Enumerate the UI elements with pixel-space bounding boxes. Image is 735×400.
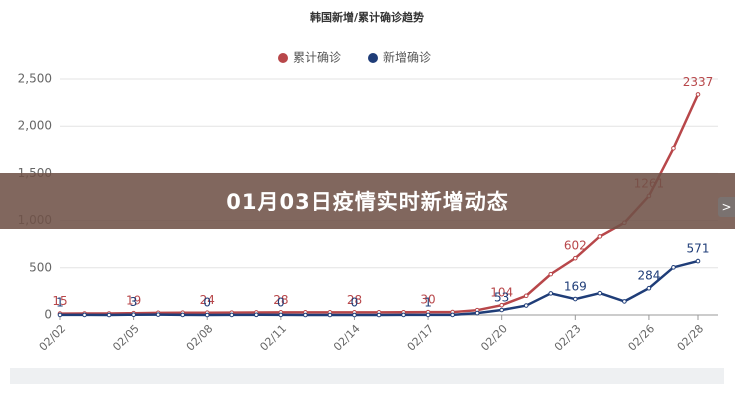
- data-point: [303, 312, 308, 318]
- next-arrow[interactable]: >: [718, 197, 735, 217]
- data-point: [573, 296, 578, 302]
- data-point: [597, 234, 603, 239]
- data-point: [352, 312, 357, 318]
- data-point: [695, 92, 701, 97]
- data-label: 169: [564, 280, 587, 294]
- legend-label: 新增确诊: [383, 50, 431, 65]
- y-tick-label: 0: [44, 308, 52, 322]
- data-label: 24: [200, 293, 215, 307]
- chart-title: 韩国新增/累计确诊趋势: [310, 10, 424, 24]
- data-point: [499, 307, 504, 313]
- x-tick-label: 02/23: [552, 322, 584, 354]
- data-point: [499, 302, 504, 308]
- banner: 01月03日疫情实时新增动态: [0, 173, 735, 229]
- data-point: [229, 312, 235, 318]
- data-label: 15: [52, 294, 67, 308]
- footer-bar: [10, 368, 724, 384]
- data-label: 0: [277, 295, 285, 309]
- data-label: 1: [424, 295, 432, 309]
- data-label: 19: [126, 294, 141, 308]
- data-point: [622, 299, 627, 304]
- legend: 累计确诊 新增确诊: [278, 50, 431, 65]
- data-point: [180, 312, 185, 318]
- data-label: 28: [273, 293, 288, 307]
- data-point: [671, 265, 676, 270]
- data-label: 284: [637, 269, 660, 283]
- data-label: 104: [490, 286, 513, 300]
- x-tick-label: 02/20: [478, 322, 510, 354]
- y-tick-label: 500: [29, 260, 52, 274]
- data-label: 28: [347, 293, 362, 307]
- data-point: [523, 293, 529, 299]
- data-point: [671, 145, 676, 151]
- x-tick-label: 02/17: [405, 322, 437, 354]
- data-point: [204, 312, 210, 318]
- data-label: 571: [687, 242, 710, 256]
- legend-marker: [368, 53, 378, 63]
- data-point: [327, 312, 333, 318]
- x-tick-label: 02/08: [184, 322, 216, 354]
- data-point: [57, 312, 63, 318]
- data-point: [401, 312, 406, 318]
- data-point: [450, 312, 455, 318]
- data-point: [425, 312, 431, 318]
- data-label: 0: [203, 296, 211, 310]
- x-tick-label: 02/05: [110, 322, 142, 354]
- data-label: 602: [564, 239, 587, 253]
- banner-title: 01月03日疫情实时新增动态: [226, 190, 509, 214]
- series-line: [60, 259, 699, 317]
- data-point: [695, 258, 701, 264]
- data-point: [254, 312, 259, 318]
- data-point: [597, 290, 603, 296]
- data-label: 30: [420, 293, 435, 307]
- data-point: [548, 271, 554, 277]
- data-label: 53: [494, 290, 509, 304]
- data-point: [82, 312, 87, 318]
- data-point: [106, 312, 112, 318]
- data-label: 0: [351, 296, 359, 310]
- x-tick-label: 02/02: [37, 322, 69, 354]
- data-point: [646, 285, 652, 291]
- data-point: [376, 312, 382, 318]
- x-tick-label: 02/26: [626, 322, 658, 354]
- legend-label: 累计确诊: [293, 51, 341, 65]
- data-point: [474, 310, 480, 316]
- y-tick-label: 2,000: [18, 119, 52, 133]
- x-tick-label: 02/11: [257, 322, 289, 354]
- x-tick-label: 02/14: [331, 322, 363, 354]
- data-point: [523, 303, 529, 308]
- data-point: [155, 312, 161, 317]
- data-point: [548, 291, 554, 296]
- data-label: 2337: [683, 75, 714, 89]
- data-label: 3: [130, 295, 138, 309]
- data-label: 1: [56, 295, 64, 309]
- x-tick-label: 02/28: [675, 322, 707, 354]
- data-point: [573, 255, 578, 261]
- y-tick-label: 2,500: [18, 72, 52, 86]
- data-point: [278, 312, 284, 318]
- data-point: [131, 312, 136, 318]
- legend-marker: [278, 53, 288, 63]
